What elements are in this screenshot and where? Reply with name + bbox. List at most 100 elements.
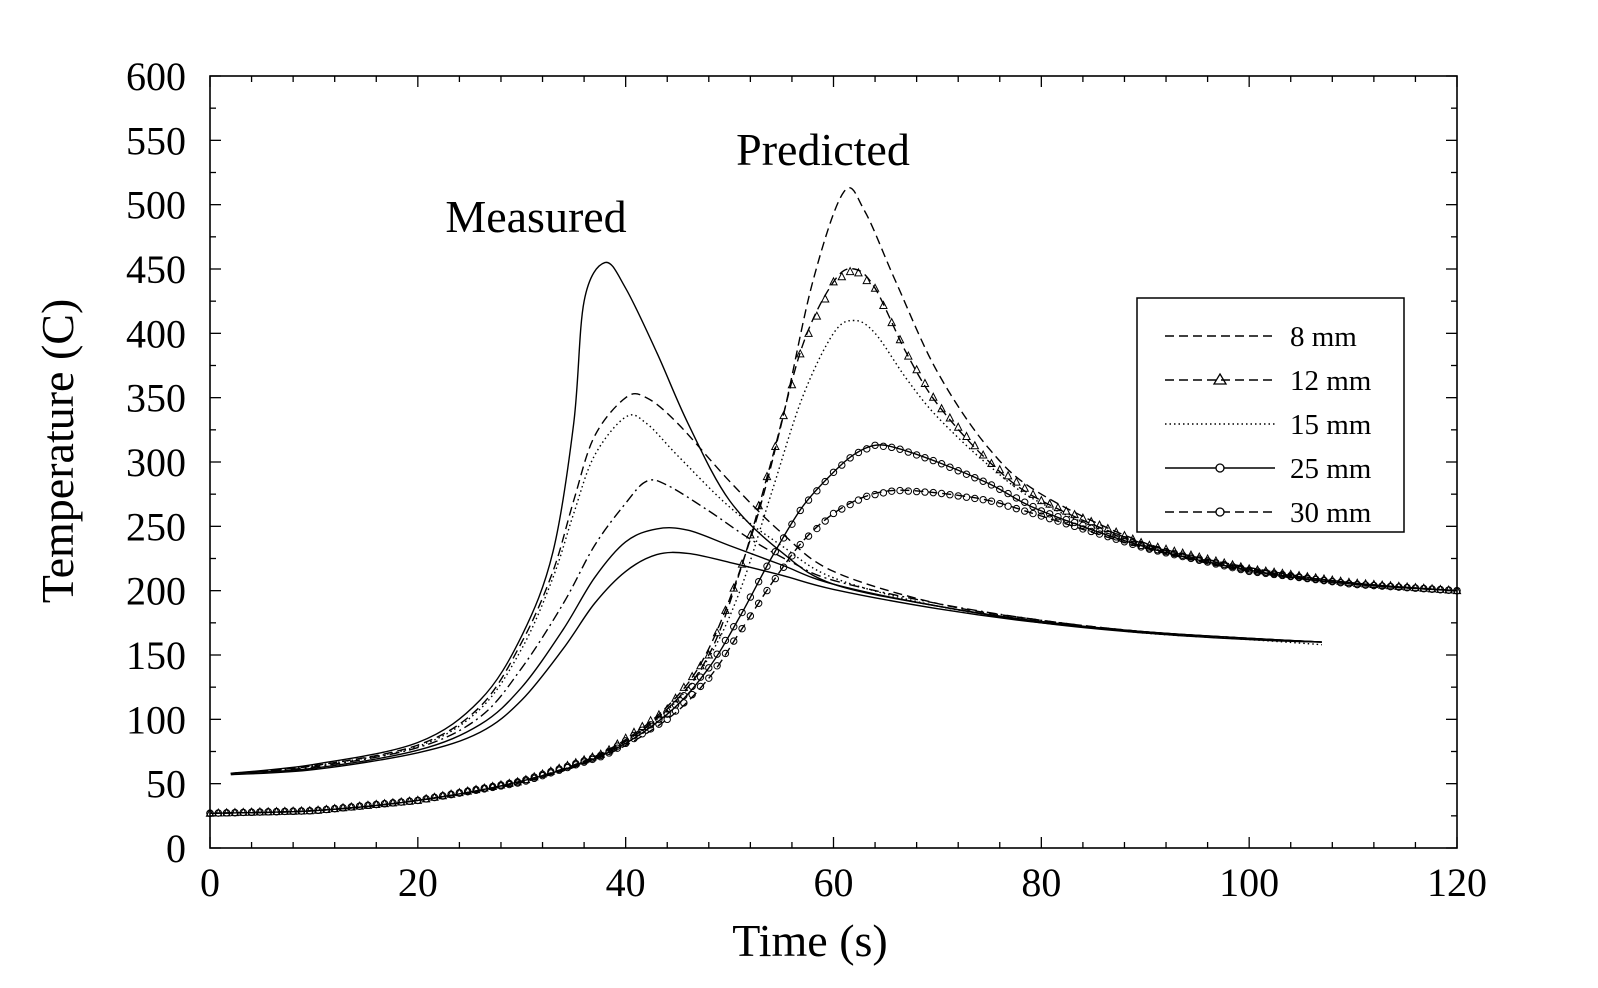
y-tick-label: 200: [126, 569, 186, 614]
data-point: [380, 799, 389, 808]
data-point: [1095, 530, 1104, 538]
legend-label-8mm: 8 mm: [1290, 321, 1357, 353]
data-point: [1079, 525, 1087, 533]
data-point: [996, 485, 1004, 493]
data-point: [904, 487, 913, 495]
data-point: [887, 317, 897, 327]
data-point: [796, 540, 804, 549]
x-tick-labels: 0 20 40 60 80 100 120: [200, 860, 1487, 905]
data-point: [1045, 510, 1054, 518]
data-point: [712, 627, 722, 637]
data-point: [621, 737, 630, 745]
data-point: [1411, 582, 1420, 592]
y-tick-label: 500: [126, 183, 186, 228]
data-point: [1328, 577, 1337, 586]
data-point: [871, 490, 879, 499]
data-point: [845, 266, 855, 276]
data-point: [264, 808, 272, 816]
data-point: [655, 720, 663, 728]
data-point: [738, 624, 746, 633]
data-point: [1021, 507, 1029, 515]
data-point: [1070, 518, 1079, 527]
data-point: [247, 808, 256, 816]
data-point: [937, 403, 946, 413]
data-point: [730, 622, 738, 631]
data-point: [954, 492, 962, 500]
data-point: [430, 793, 439, 802]
data-point: [1377, 580, 1387, 589]
legend-label-15mm: 15 mm: [1290, 409, 1372, 441]
data-point: [646, 715, 656, 725]
data-point: [613, 742, 622, 750]
data-point: [929, 456, 937, 465]
data-point: [854, 448, 863, 457]
data-point: [962, 431, 971, 441]
data-point: [1037, 512, 1046, 520]
data-point: [829, 276, 838, 286]
data-point: [887, 443, 896, 452]
data-point: [397, 798, 405, 806]
data-point: [1378, 582, 1386, 590]
data-point: [812, 311, 822, 320]
y-tick-label: 550: [126, 118, 186, 163]
data-point: [1336, 576, 1346, 585]
data-point: [530, 774, 538, 783]
data-point: [937, 460, 946, 468]
y-tick-label: 50: [146, 762, 186, 807]
data-point: [580, 758, 588, 766]
data-point: [987, 497, 996, 505]
data-point: [1012, 494, 1021, 502]
series-30mm: [206, 486, 1461, 817]
data-point: [754, 577, 763, 586]
data-point: [688, 690, 696, 699]
data-point: [630, 734, 638, 743]
data-point: [846, 454, 854, 462]
data-point: [314, 806, 322, 814]
x-tick-label: 40: [606, 860, 646, 905]
data-point: [1311, 575, 1320, 584]
data-point: [738, 608, 746, 617]
series-25mm-line: [209, 444, 1458, 814]
data-point: [655, 715, 663, 724]
data-point: [1137, 543, 1145, 551]
data-point: [1303, 574, 1312, 583]
series-measured-5: [230, 551, 1322, 776]
data-point: [903, 350, 913, 360]
series-measured-4-line: [230, 527, 1322, 775]
data-point: [1062, 515, 1070, 524]
circle-marker-icon: [1215, 463, 1225, 473]
data-point: [929, 488, 937, 497]
data-point: [870, 283, 880, 292]
y-tick-label: 600: [126, 54, 186, 99]
data-point: [1112, 535, 1120, 543]
data-point: [863, 492, 871, 501]
data-point: [912, 364, 922, 374]
data-point: [1029, 502, 1037, 511]
data-point: [1436, 585, 1445, 594]
data-point: [821, 477, 829, 486]
data-point: [497, 782, 505, 790]
data-point: [1103, 523, 1113, 533]
data-point: [804, 496, 813, 504]
data-point: [522, 777, 530, 785]
legend-item-30mm: 30 mm: [1165, 497, 1372, 529]
data-point: [513, 779, 522, 787]
data-point: [588, 755, 597, 764]
data-point: [663, 710, 671, 718]
data-point: [779, 534, 788, 542]
data-point: [297, 807, 306, 815]
annotation-predicted: Predicted: [736, 124, 910, 175]
data-point: [613, 744, 622, 752]
data-point: [1270, 570, 1278, 579]
data-point: [946, 463, 954, 471]
data-point: [389, 799, 397, 807]
data-point: [621, 739, 630, 748]
data-point: [1129, 540, 1137, 549]
x-axis-label: Time (s): [732, 915, 888, 966]
data-point: [654, 709, 664, 719]
data-point: [1245, 567, 1253, 576]
data-point: [1336, 578, 1345, 587]
data-point: [730, 637, 738, 645]
y-tick-label: 300: [126, 440, 186, 485]
